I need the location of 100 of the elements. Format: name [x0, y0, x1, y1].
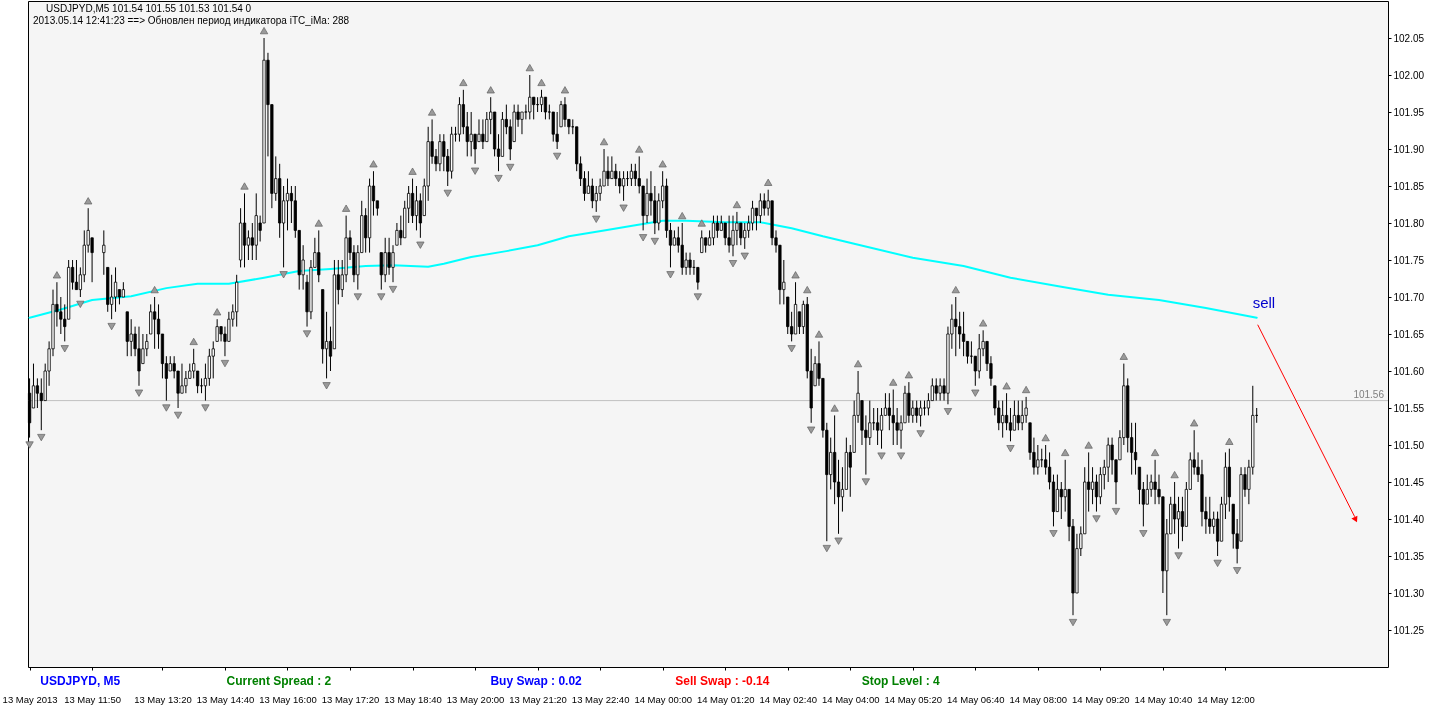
y-tick-label: 102.05	[1393, 32, 1425, 44]
candlestick	[379, 252, 383, 291]
text: Buy Swap : 0.02	[490, 674, 583, 688]
candlestick	[934, 377, 938, 402]
candlestick	[383, 237, 387, 283]
x-tick-label: 14 May 06:40	[947, 693, 1005, 705]
y-tick-label: 101.85	[1393, 180, 1425, 192]
chart-title: USDJPYD,M5 101.54 101.55 101.53 101.54 0	[46, 3, 252, 14]
candlestick	[1001, 400, 1005, 439]
candlestick	[633, 163, 637, 187]
point	[84, 197, 93, 205]
point	[408, 167, 417, 175]
text: Sell Swap : -0.14	[675, 674, 770, 688]
candlestick	[74, 259, 79, 291]
point	[1092, 515, 1101, 523]
point	[697, 219, 706, 227]
candlestick	[688, 252, 692, 276]
candlestick	[438, 133, 442, 172]
point	[971, 389, 980, 397]
x-tick-label: 14 May 08:00	[1009, 693, 1068, 705]
point	[658, 160, 667, 168]
point	[443, 189, 452, 197]
point	[162, 404, 171, 412]
point	[693, 293, 702, 301]
candlestick	[887, 392, 891, 431]
point	[1084, 441, 1093, 449]
candlestick	[528, 74, 532, 120]
point	[728, 260, 738, 268]
y-tick-label: 101.60	[1393, 365, 1425, 377]
candlestick	[137, 326, 141, 387]
point	[525, 64, 534, 72]
point	[830, 404, 839, 412]
point	[37, 434, 46, 442]
candlestick	[629, 163, 633, 187]
candlestick	[532, 96, 536, 120]
point	[537, 78, 546, 86]
candlestick	[1016, 400, 1020, 431]
text: USDJPYD, M5	[40, 674, 121, 688]
y-tick-label: 102.00	[1393, 69, 1425, 81]
point	[213, 308, 222, 316]
candlestick	[539, 89, 544, 113]
candlestick	[618, 170, 622, 194]
point	[834, 537, 843, 545]
candlestick	[1090, 466, 1095, 505]
point	[650, 237, 659, 246]
point	[943, 408, 953, 416]
x-tick-label: 13 May 14:40	[196, 693, 255, 705]
candlestick	[762, 192, 766, 217]
x-tick-label: 14 May 04:00	[821, 693, 880, 705]
point	[201, 404, 210, 412]
candlestick	[1055, 474, 1059, 513]
candlestick	[414, 185, 419, 231]
x-tick-label: 14 May 05:20	[884, 693, 943, 705]
x-tick-label: 14 May 09:20	[1072, 693, 1130, 705]
candlestick	[469, 111, 473, 157]
candlestick	[563, 96, 567, 128]
point	[150, 286, 159, 294]
point	[25, 441, 34, 449]
candlestick	[915, 400, 919, 424]
point	[560, 86, 570, 94]
candlestick	[876, 407, 880, 446]
point	[428, 108, 437, 116]
candlestick	[1208, 496, 1212, 535]
y-tick-label: 101.95	[1393, 106, 1425, 118]
candlestick	[1094, 474, 1099, 513]
point	[979, 319, 988, 327]
y-tick-label: 101.55	[1393, 402, 1425, 414]
candlestick	[410, 178, 415, 224]
candlestick	[1145, 474, 1149, 505]
candlestick	[907, 381, 911, 424]
candlestick	[180, 363, 184, 394]
y-tick-label: 101.40	[1393, 513, 1425, 525]
point	[1151, 448, 1160, 456]
point	[1041, 434, 1050, 442]
point	[635, 145, 644, 153]
text: 2013.05.14 12:41:23 ==> Обновлен период индикатора iTC_iMa: 288	[33, 15, 350, 26]
point	[342, 204, 351, 212]
point	[486, 86, 495, 94]
candlestick	[1173, 481, 1177, 535]
candlestick	[317, 229, 321, 283]
point	[822, 545, 831, 553]
candlestick	[727, 215, 731, 254]
x-tick-label: 14 May 00:00	[634, 693, 692, 705]
point	[877, 452, 886, 460]
candlestick	[715, 215, 719, 239]
point	[1002, 382, 1011, 390]
candlestick	[1059, 481, 1063, 520]
candlestick	[35, 377, 39, 409]
candlestick	[606, 155, 610, 187]
point	[1006, 445, 1015, 453]
point	[377, 293, 386, 301]
x-tick-label: 13 May 11:50	[64, 693, 122, 705]
point	[353, 293, 362, 301]
x-tick-label: 13 May 18:40	[384, 693, 442, 705]
candlestick	[1137, 466, 1142, 505]
x-tick-label: 13 May 2013	[2, 693, 58, 705]
y-tick-label: 101.70	[1393, 291, 1425, 303]
y-tick-label: 101.75	[1393, 254, 1425, 266]
text: Stop Level : 4	[861, 674, 941, 688]
candlestick	[590, 178, 594, 209]
